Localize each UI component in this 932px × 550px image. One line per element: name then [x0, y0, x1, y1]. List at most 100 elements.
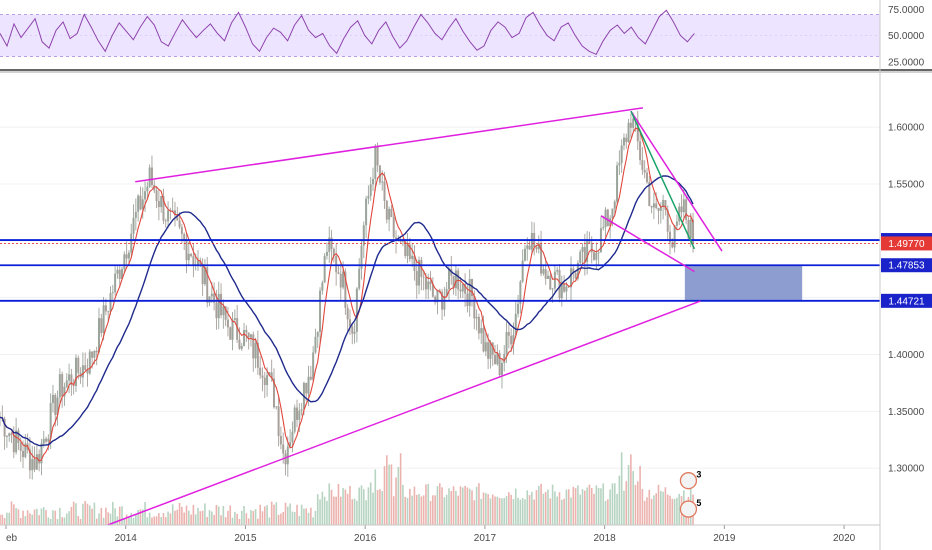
- candle-body: [468, 278, 471, 306]
- volume-bar: [181, 506, 183, 525]
- candle-body: [141, 199, 144, 210]
- volume-bar: [544, 491, 547, 525]
- candle-body: [58, 374, 61, 398]
- volume-bar: [620, 452, 623, 525]
- candle-body: [300, 409, 303, 411]
- candle-body: [100, 318, 103, 333]
- candle-body: [494, 354, 497, 365]
- volume-bar: [466, 487, 469, 525]
- volume-bar: [455, 490, 457, 525]
- volume-bar: [673, 498, 676, 525]
- rsi-tick-label: 50.0000: [888, 31, 925, 42]
- volume-bar: [105, 507, 107, 525]
- price-tick-label: 1.55000: [888, 179, 925, 190]
- volume-bar: [531, 491, 533, 525]
- candle-body: [556, 269, 559, 272]
- candle-body: [148, 167, 151, 187]
- candle-body: [641, 160, 644, 170]
- volume-bar: [501, 498, 503, 525]
- volume-bar: [660, 491, 662, 525]
- candle-body: [254, 342, 257, 359]
- candle-body: [424, 277, 427, 290]
- candle-body: [519, 281, 522, 304]
- volume-bar: [222, 505, 225, 525]
- volume-bar: [88, 505, 91, 525]
- volume-bar: [547, 489, 549, 525]
- candle-body: [367, 195, 370, 199]
- volume-bar: [0, 514, 1, 525]
- volume-bar: [565, 489, 568, 525]
- volume-bar: [494, 496, 496, 525]
- volume-bar: [291, 511, 294, 525]
- candle-body: [314, 336, 317, 353]
- volume-bar: [369, 482, 372, 525]
- slow-moving-average: [0, 175, 694, 447]
- time-tick-label: eb: [6, 533, 18, 544]
- volume-bar: [438, 483, 441, 525]
- volume-bar: [461, 487, 464, 525]
- volume-bar: [646, 497, 648, 525]
- candle-body: [390, 208, 393, 217]
- candle-body: [266, 375, 269, 386]
- candle-body: [348, 319, 351, 327]
- volume-bar: [282, 512, 285, 525]
- event-badge-count: 3: [696, 470, 701, 480]
- candle-body: [15, 430, 18, 453]
- price-tick-label: 1.40000: [888, 350, 925, 361]
- candle-body: [222, 306, 225, 316]
- volume-bar: [508, 492, 510, 525]
- candle-body: [49, 403, 52, 439]
- candle-body: [256, 342, 259, 368]
- volume-bar: [434, 495, 436, 525]
- volume-bar: [254, 509, 257, 525]
- candle-body: [583, 246, 586, 263]
- volume-bar: [303, 508, 305, 525]
- candle-body: [576, 262, 579, 279]
- volume-bar: [655, 493, 658, 525]
- volume-bar: [86, 503, 89, 525]
- candle-body: [187, 253, 190, 261]
- price-panel: [0, 111, 880, 525]
- volume-bar: [49, 518, 52, 525]
- volume-bar: [485, 493, 487, 525]
- candle-body: [422, 276, 425, 278]
- candle-body: [95, 350, 98, 353]
- volume-bar: [77, 515, 80, 525]
- volume-bar: [607, 499, 609, 525]
- candle-body: [443, 295, 446, 310]
- trendline: [630, 110, 696, 250]
- candle-body: [125, 254, 128, 259]
- volume-bar: [167, 511, 169, 525]
- candle-body: [452, 275, 455, 289]
- candle-body: [378, 165, 381, 183]
- candle-body: [606, 209, 609, 227]
- volume-bar: [144, 502, 146, 525]
- volume-bar: [128, 516, 130, 525]
- time-tick-label: 2020: [833, 533, 856, 544]
- price-axis: 1.600001.550001.500001.450001.400001.350…: [5, 123, 925, 544]
- volume-bar: [151, 517, 153, 525]
- candle-body: [22, 450, 25, 458]
- candle-body: [296, 407, 299, 420]
- candle-body: [84, 365, 87, 370]
- volume-bar: [402, 484, 404, 525]
- volume-bar: [29, 513, 31, 525]
- volume-bar: [82, 503, 84, 525]
- candle-body: [19, 443, 22, 451]
- candle-body: [553, 271, 556, 289]
- candle-body: [293, 407, 296, 432]
- volume-bar: [517, 497, 519, 525]
- volume-bar: [231, 517, 234, 525]
- candle-body: [81, 365, 84, 378]
- candle-body: [162, 196, 165, 221]
- candle-body: [471, 278, 474, 297]
- candle-body: [632, 118, 635, 128]
- rsi-line: [0, 9, 695, 56]
- candle-body: [325, 251, 328, 256]
- volume-bar: [70, 506, 73, 525]
- volume-bar: [648, 489, 651, 525]
- volume-bar: [397, 466, 400, 525]
- candle-body: [259, 367, 262, 376]
- price-tag: [881, 293, 932, 308]
- volume-bar: [270, 501, 273, 525]
